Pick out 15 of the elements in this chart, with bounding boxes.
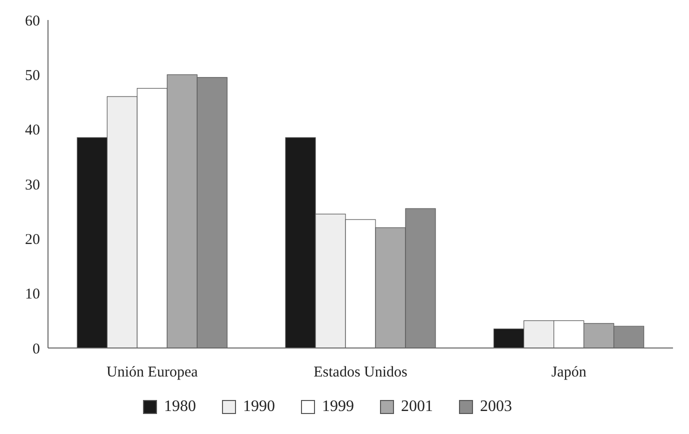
- y-tick-label: 50: [25, 68, 40, 84]
- y-tick-label: 60: [25, 13, 40, 30]
- y-tick-label: 20: [25, 232, 40, 248]
- legend-label: 1990: [243, 398, 275, 416]
- x-tick-label: Estados Unidos: [314, 364, 408, 381]
- x-tick-label: Unión Europea: [106, 364, 198, 381]
- y-tick-label: 40: [25, 122, 40, 139]
- legend-label: 2001: [401, 398, 433, 416]
- legend-label: 1999: [322, 398, 354, 416]
- legend-label: 2003: [480, 398, 512, 416]
- y-tick-label: 0: [32, 341, 40, 358]
- legend-label: 1980: [164, 398, 196, 416]
- x-tick-label: Japón: [551, 364, 587, 381]
- y-tick-label: 30: [25, 177, 40, 194]
- y-tick-label: 10: [25, 286, 40, 303]
